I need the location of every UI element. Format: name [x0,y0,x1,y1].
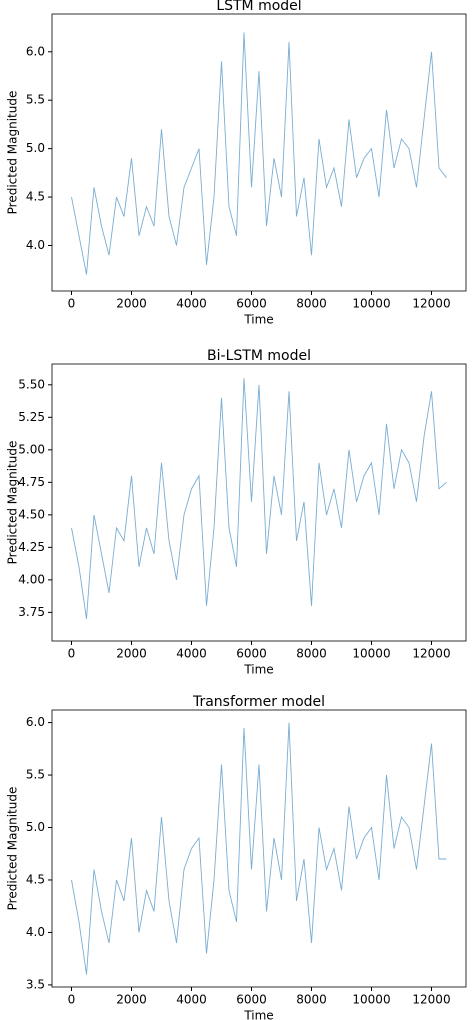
x-tick-label: 12000 [412,647,450,661]
y-tick-label: 3.75 [18,605,45,619]
x-axis-label: Time [243,663,273,677]
x-tick-label: 4000 [176,297,207,311]
y-tick-label: 5.5 [26,768,45,782]
x-axis-label: Time [243,313,273,327]
x-tick-label: 8000 [296,297,327,311]
x-tick-label: 8000 [296,647,327,661]
y-tick-label: 6.0 [26,715,45,729]
y-tick-label: 5.25 [18,410,45,424]
x-tick-label: 10000 [352,993,390,1007]
chart-title: LSTM model [216,0,301,14]
y-tick-label: 4.5 [26,872,45,886]
data-line [71,722,447,975]
x-tick-label: 6000 [236,993,267,1007]
x-tick-label: 6000 [236,297,267,311]
chart-title: Transformer model [192,694,325,710]
plot-frame [51,363,467,642]
x-tick-label: 10000 [352,297,390,311]
x-tick-label: 4000 [176,993,207,1007]
x-tick-label: 0 [68,297,76,311]
y-tick-label: 4.5 [26,190,45,204]
y-tick-label: 5.0 [26,820,45,834]
y-tick-label: 5.5 [26,93,45,107]
y-tick-label: 4.00 [18,572,45,586]
y-tick-label: 4.0 [26,238,45,252]
y-tick-label: 6.0 [26,44,45,58]
y-tick-label: 4.25 [18,540,45,554]
x-tick-label: 10000 [352,647,390,661]
y-axis-label: Predicted Magnitude [6,787,20,911]
x-tick-label: 6000 [236,647,267,661]
y-tick-label: 3.5 [26,977,45,991]
plot-frame [51,13,467,292]
y-tick-label: 5.00 [18,442,45,456]
x-tick-label: 2000 [116,993,147,1007]
x-tick-label: 12000 [412,993,450,1007]
x-axis-label: Time [243,1009,273,1020]
y-tick-label: 5.0 [26,141,45,155]
x-tick-label: 0 [68,993,76,1007]
x-tick-label: 2000 [116,647,147,661]
y-axis-label: Predicted Magnitude [6,441,20,565]
y-tick-label: 4.75 [18,475,45,489]
x-tick-label: 4000 [176,647,207,661]
x-tick-label: 0 [68,647,76,661]
x-tick-label: 12000 [412,297,450,311]
data-line [71,32,447,275]
x-tick-label: 2000 [116,297,147,311]
y-tick-label: 5.50 [18,377,45,391]
y-tick-label: 4.0 [26,925,45,939]
data-line [71,378,447,619]
plot-frame [51,709,467,988]
y-tick-label: 4.50 [18,507,45,521]
y-axis-label: Predicted Magnitude [6,91,20,215]
chart-title: Bi-LSTM model [207,348,311,364]
x-tick-label: 8000 [296,993,327,1007]
